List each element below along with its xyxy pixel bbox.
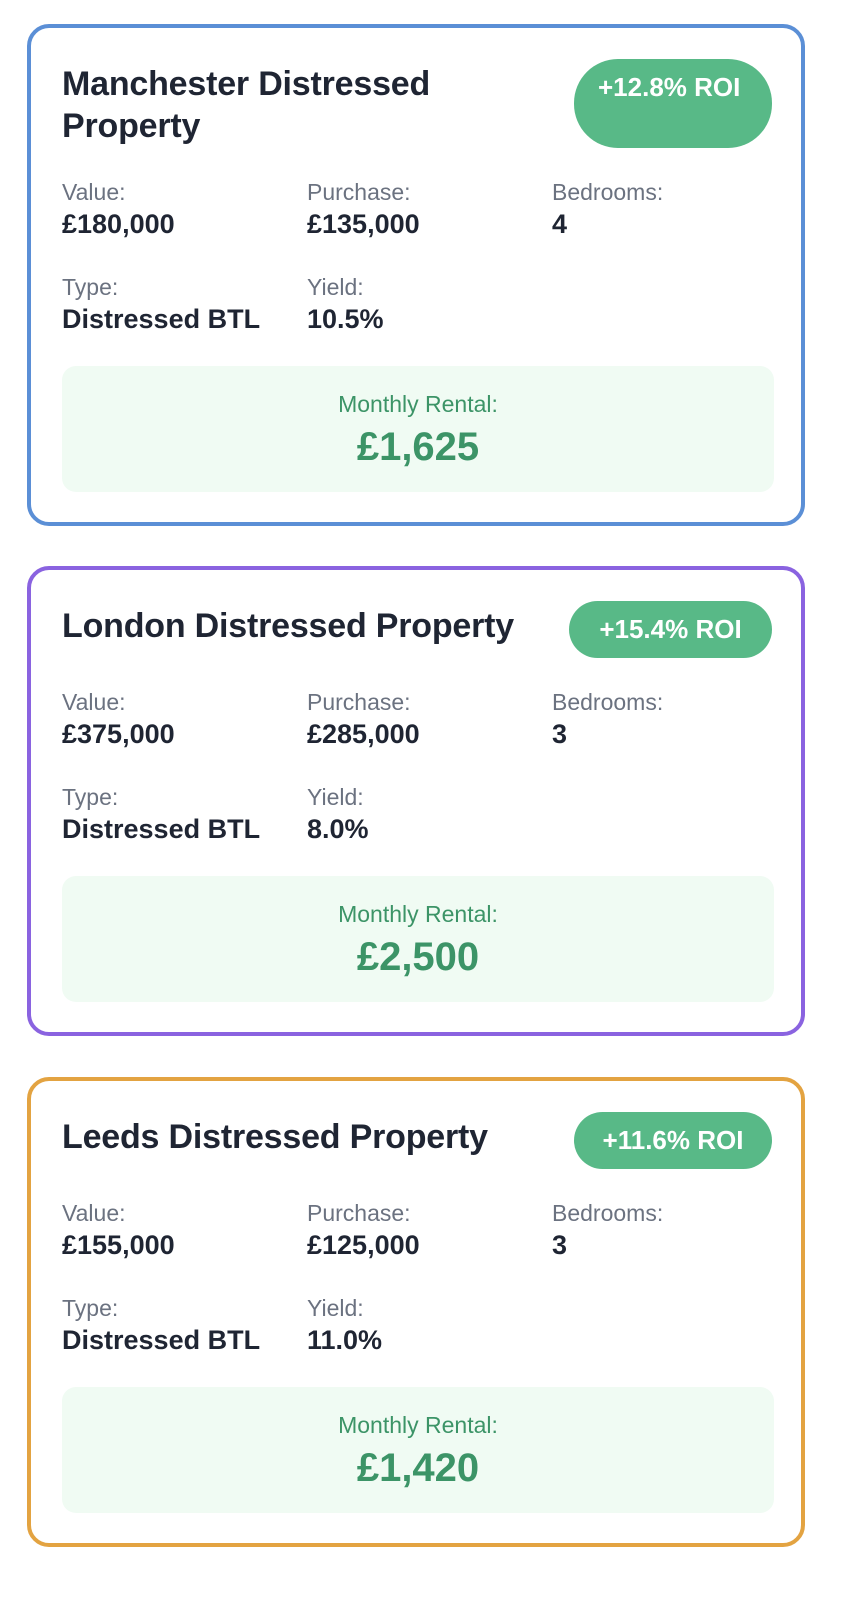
bedrooms-field: Bedrooms: 4 [552,178,782,242]
monthly-rental-amount: £1,420 [356,1446,480,1490]
type-value: Distressed BTL [62,1325,261,1355]
property-title: London Distressed Property [62,607,514,645]
bedrooms-field: Bedrooms: 3 [552,688,782,752]
type-field: Type: Distressed BTL [62,273,292,337]
type-value: Distressed BTL [62,304,261,334]
purchase-amount: £125,000 [307,1230,420,1260]
monthly-rental-amount: £1,625 [356,425,480,469]
value-label: Value: [62,1200,126,1226]
value-amount: £180,000 [62,209,175,239]
property-title: Manchester Distressed Property [62,65,431,145]
monthly-rental-box: Monthly Rental: £2,500 [62,876,774,1002]
value-field: Value: £155,000 [62,1199,292,1263]
bedrooms-label: Bedrooms: [552,179,664,205]
purchase-label: Purchase: [307,1200,411,1226]
type-label: Type: [62,1295,119,1321]
yield-value: 8.0% [307,814,369,844]
purchase-label: Purchase: [307,689,411,715]
monthly-rental-label: Monthly Rental: [338,391,498,417]
bedrooms-count: 4 [552,209,568,239]
value-amount: £375,000 [62,719,175,749]
type-label: Type: [62,784,119,810]
bedrooms-field: Bedrooms: 3 [552,1199,782,1263]
value-label: Value: [62,179,126,205]
bedrooms-count: 3 [552,1230,568,1260]
yield-label: Yield: [307,274,364,300]
roi-badge: +12.8% ROI [574,59,772,148]
property-card-london[interactable]: London Distressed Property +15.4% ROI Va… [27,566,805,1036]
value-label: Value: [62,689,126,715]
value-field: Value: £375,000 [62,688,292,752]
purchase-field: Purchase: £125,000 [307,1199,537,1263]
bedrooms-label: Bedrooms: [552,689,664,715]
yield-value: 11.0% [307,1325,383,1355]
yield-field: Yield: 11.0% [307,1294,537,1358]
type-field: Type: Distressed BTL [62,1294,292,1358]
purchase-label: Purchase: [307,179,411,205]
yield-value: 10.5% [307,304,384,334]
type-value: Distressed BTL [62,814,261,844]
monthly-rental-amount: £2,500 [356,935,480,979]
purchase-field: Purchase: £135,000 [307,178,537,242]
yield-label: Yield: [307,784,364,810]
roi-badge: +15.4% ROI [569,601,772,658]
yield-label: Yield: [307,1295,364,1321]
monthly-rental-box: Monthly Rental: £1,625 [62,366,774,492]
roi-badge: +11.6% ROI [574,1112,772,1169]
property-card-leeds[interactable]: Leeds Distressed Property +11.6% ROI Val… [27,1077,805,1547]
bedrooms-label: Bedrooms: [552,1200,664,1226]
yield-field: Yield: 10.5% [307,273,537,337]
value-amount: £155,000 [62,1230,175,1260]
yield-field: Yield: 8.0% [307,783,537,847]
property-title: Leeds Distressed Property [62,1118,488,1156]
purchase-amount: £285,000 [307,719,420,749]
purchase-field: Purchase: £285,000 [307,688,537,752]
bedrooms-count: 3 [552,719,568,749]
type-field: Type: Distressed BTL [62,783,292,847]
value-field: Value: £180,000 [62,178,292,242]
purchase-amount: £135,000 [307,209,420,239]
monthly-rental-label: Monthly Rental: [338,1412,498,1438]
monthly-rental-label: Monthly Rental: [338,901,498,927]
monthly-rental-box: Monthly Rental: £1,420 [62,1387,774,1513]
type-label: Type: [62,274,119,300]
property-card-manchester[interactable]: Manchester Distressed Property +12.8% RO… [27,24,805,526]
